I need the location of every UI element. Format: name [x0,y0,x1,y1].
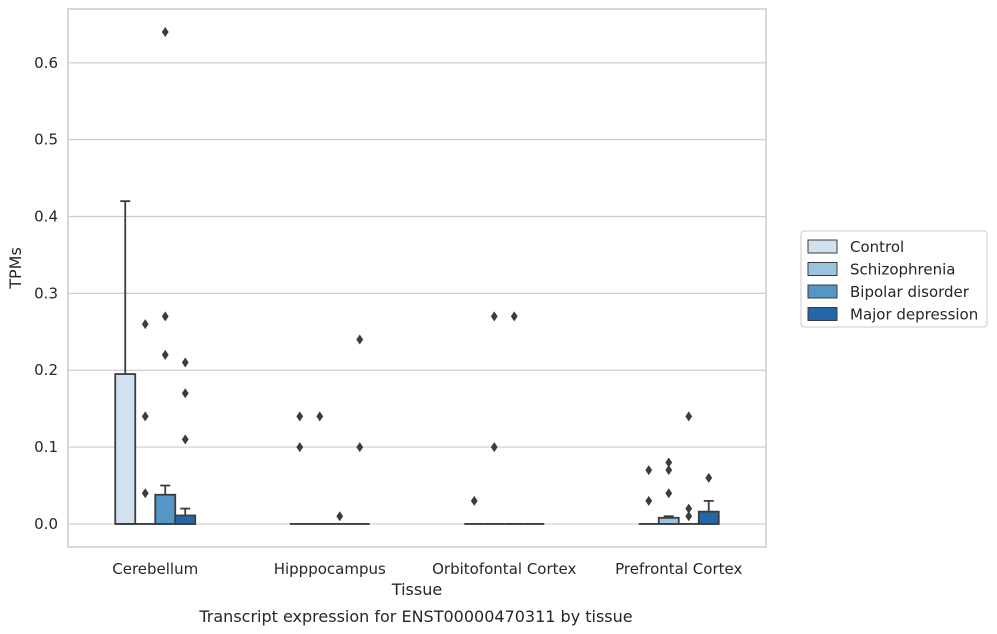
outlier-point [645,465,653,476]
outlier-point [141,488,149,499]
y-tick-label: 0.5 [34,131,58,149]
box-body [114,373,137,525]
outlier-point [685,503,693,514]
outlier-point [510,311,518,322]
legend-frame [800,230,988,328]
outlier-point [181,388,189,399]
x-tick-label: Hipppocampus [274,560,386,578]
outlier-point [356,442,364,453]
outlier-point [490,311,498,322]
outlier-point [356,334,364,345]
outlier-point [141,319,149,330]
x-tick-label: Prefrontal Cortex [615,560,742,578]
box-control [638,465,659,525]
chart-caption: Transcript expression for ENST0000047031… [198,607,632,626]
box-major-depression [174,357,197,525]
box-body [174,514,197,525]
legend-label: Control [850,238,904,256]
outlier-point [161,311,169,322]
outlier-point [296,442,304,453]
legend-swatch [807,262,838,276]
outlier-point [470,495,478,506]
outlier-point [181,357,189,368]
x-tick-labels: Cerebellum Hipppocampus Orbitofontal Corte… [112,560,742,578]
y-tick-labels: 0.0 0.1 0.2 0.3 0.4 0.5 0.6 [34,54,58,533]
outlier-point [141,411,149,422]
outlier-point [336,511,344,522]
box-schizophrenia [309,411,330,525]
legend-swatch [807,284,838,299]
outlier-point [490,442,498,453]
y-tick-label: 0.3 [34,284,58,302]
outlier-point [161,349,169,360]
box-bipolar-disorder [154,27,177,525]
legend-label: Bipolar disorder [850,283,970,301]
outlier-point [665,465,673,476]
gridlines [68,62,766,525]
outlier-point [685,511,693,522]
box-schizophrenia [135,319,156,525]
box-plots [114,27,720,525]
legend-swatch [807,307,838,321]
y-axis-label: TPMs [6,247,25,290]
box-control [114,200,137,525]
outlier-point [665,457,673,468]
outlier-point [645,495,653,506]
x-tick-label: Cerebellum [112,560,198,578]
box-major-depression [349,334,370,525]
outlier-point [705,472,713,483]
y-tick-label: 0.6 [34,54,58,72]
box-major-depression [697,472,720,525]
x-tick-label: Orbitofontal Cortex [432,560,576,578]
box-body [697,510,720,525]
box-control [289,411,310,525]
outlier-point [665,488,673,499]
box-bipolar-disorder [504,311,525,525]
outlier-point [296,411,304,422]
legend-label: Major depression [850,306,978,324]
plot-frame [67,8,767,548]
y-tick-label: 0.2 [34,361,58,379]
legend-label: Schizophrenia [850,261,955,279]
outlier-point [181,434,189,445]
box-body [657,516,680,525]
outlier-point [685,411,693,422]
box-control [464,495,485,525]
box-body [154,493,177,525]
box-schizophrenia [484,311,505,525]
outlier-point [161,27,169,38]
box-bipolar-disorder [678,411,699,525]
y-tick-label: 0.4 [34,208,58,226]
legend-swatch [807,239,838,254]
x-axis-label: Tissue [391,580,442,599]
legend: Control Schizophrenia Bipolar disorder Majo… [800,230,988,328]
y-tick-label: 0.1 [34,438,58,456]
box-bipolar-disorder [329,511,350,525]
outlier-point [316,411,324,422]
box-schizophrenia [657,457,680,525]
y-tick-label: 0.0 [34,515,58,533]
